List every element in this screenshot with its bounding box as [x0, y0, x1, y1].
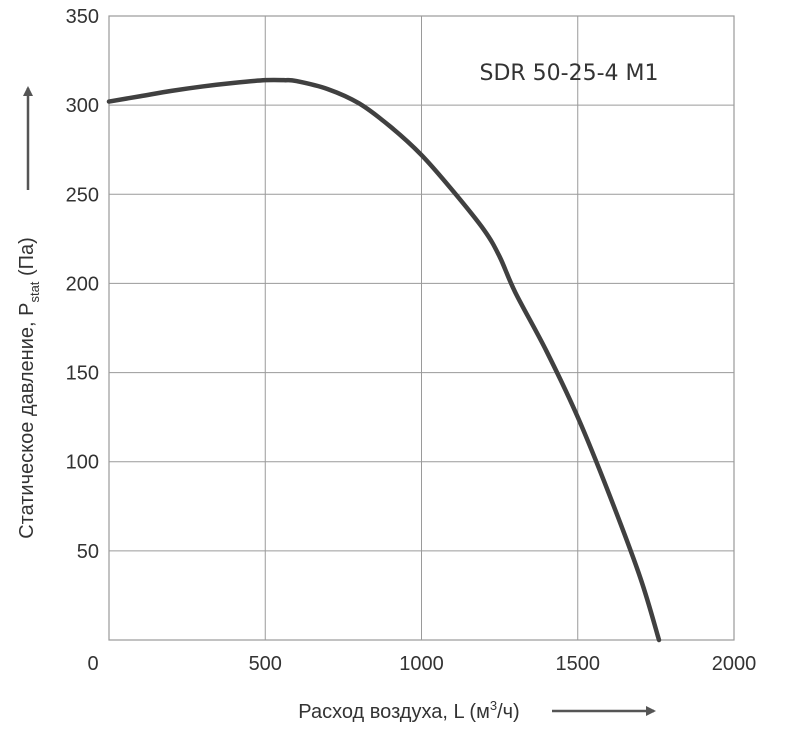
y-axis-label-sub: stat	[27, 281, 42, 302]
y-tick-label: 200	[66, 273, 99, 295]
x-tick-labels: 0 500 1000 1500 2000	[87, 653, 756, 675]
y-tick-label: 100	[66, 452, 99, 474]
x-tick-label: 2000	[712, 653, 757, 675]
grid-lines	[109, 16, 734, 640]
series-label: SDR 50-25-4 M1	[479, 61, 658, 86]
y-tick-labels: 50 100 150 200 250 300 350	[66, 6, 99, 563]
series-line	[106, 77, 662, 643]
x-axis-label-sup: 3	[490, 698, 497, 713]
y-tick-label: 150	[66, 363, 99, 385]
x-tick-label: 0	[87, 653, 98, 675]
x-tick-label: 1500	[556, 653, 601, 675]
x-axis-label: Расход воздуха, L (м3/ч)	[298, 698, 519, 723]
y-tick-label: 350	[66, 6, 99, 28]
x-tick-label: 1000	[399, 653, 444, 675]
x-tick-label: 500	[249, 653, 282, 675]
y-tick-label: 250	[66, 184, 99, 206]
y-tick-label: 300	[66, 95, 99, 117]
y-axis-label: Статическое давление, Pstat (Па)	[16, 237, 42, 539]
y-tick-label: 50	[77, 541, 99, 563]
